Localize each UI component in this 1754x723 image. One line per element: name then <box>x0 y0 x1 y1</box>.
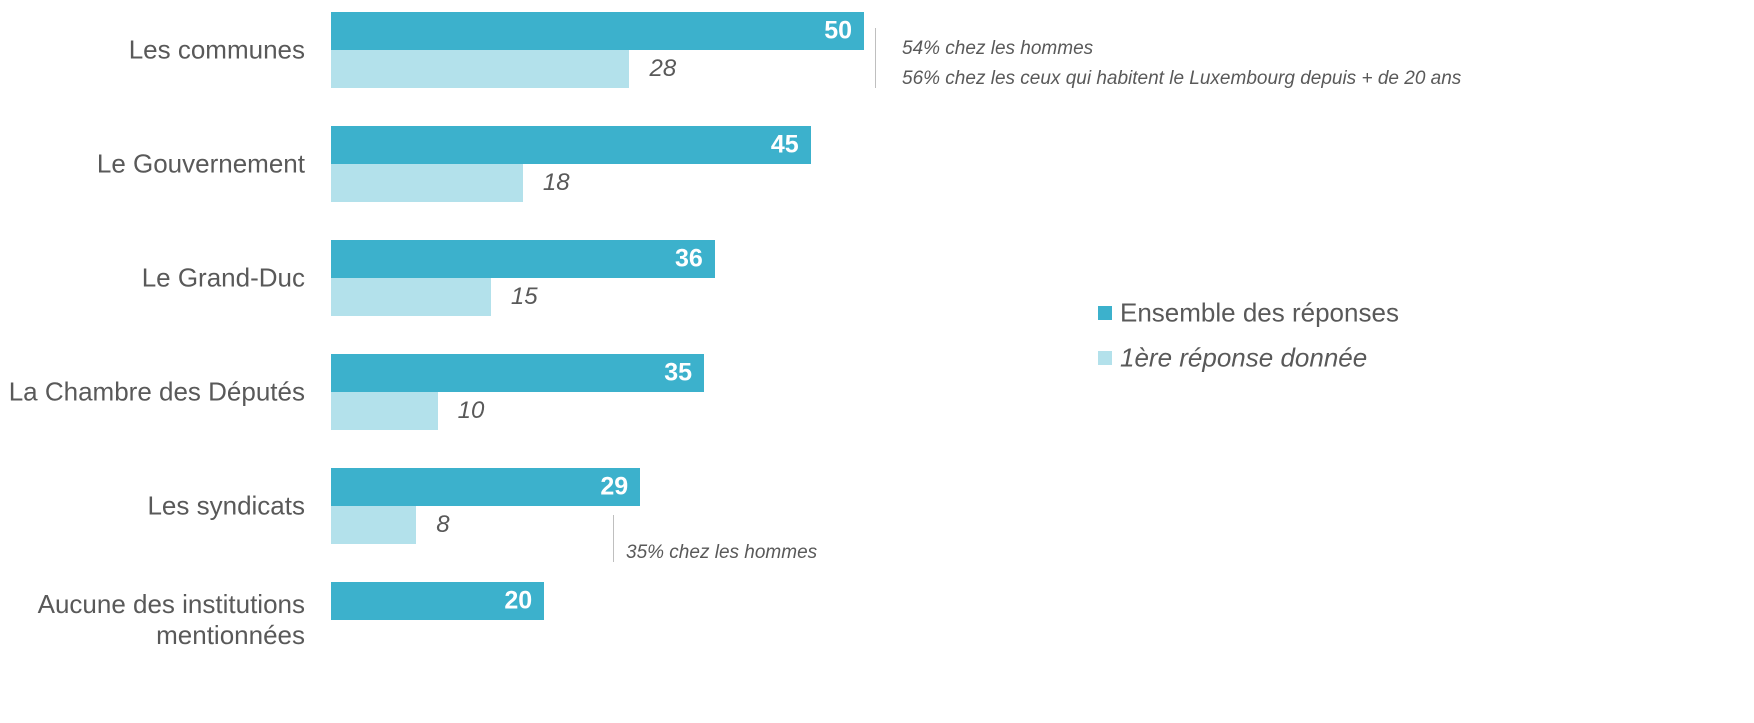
bar <box>331 354 705 392</box>
legend-swatch <box>1098 351 1112 365</box>
annotation: 54% chez les hommes <box>902 38 1094 59</box>
value-label: 29 <box>600 472 629 501</box>
bar <box>331 126 811 164</box>
bar <box>331 392 438 430</box>
legend-label: 1ère réponse donnée <box>1120 342 1368 373</box>
value-label: 28 <box>649 55 677 82</box>
value-label: 10 <box>457 397 485 424</box>
category-label: Les communes <box>128 34 305 65</box>
bar <box>331 278 491 316</box>
bar <box>331 240 715 278</box>
value-label: 20 <box>504 586 533 615</box>
value-label: 8 <box>436 511 450 538</box>
bar <box>331 50 630 88</box>
value-label: 50 <box>824 16 852 45</box>
legend-label: Ensemble des réponses <box>1120 297 1399 328</box>
annotation-line <box>875 28 876 88</box>
value-label: 36 <box>674 244 703 273</box>
annotation: 35% chez les hommes <box>626 542 818 563</box>
category-label: La Chambre des Députés <box>8 376 305 407</box>
value-label: 15 <box>510 283 538 310</box>
bar <box>331 164 523 202</box>
value-label: 45 <box>770 130 799 159</box>
annotation: 56% chez les ceux qui habitent le Luxemb… <box>902 68 1462 89</box>
annotation-line <box>613 515 614 562</box>
category-label: Le Grand-Duc <box>141 262 305 293</box>
value-label: 18 <box>542 169 570 196</box>
bar <box>331 12 864 50</box>
category-label: Le Gouvernement <box>96 148 305 179</box>
category-label: Les syndicats <box>147 490 305 521</box>
value-label: 35 <box>664 358 693 387</box>
category-label: Aucune des institutions mentionnées <box>37 589 305 650</box>
bar <box>331 582 545 620</box>
bar <box>331 468 641 506</box>
bar <box>331 506 417 544</box>
legend-swatch <box>1098 306 1112 320</box>
